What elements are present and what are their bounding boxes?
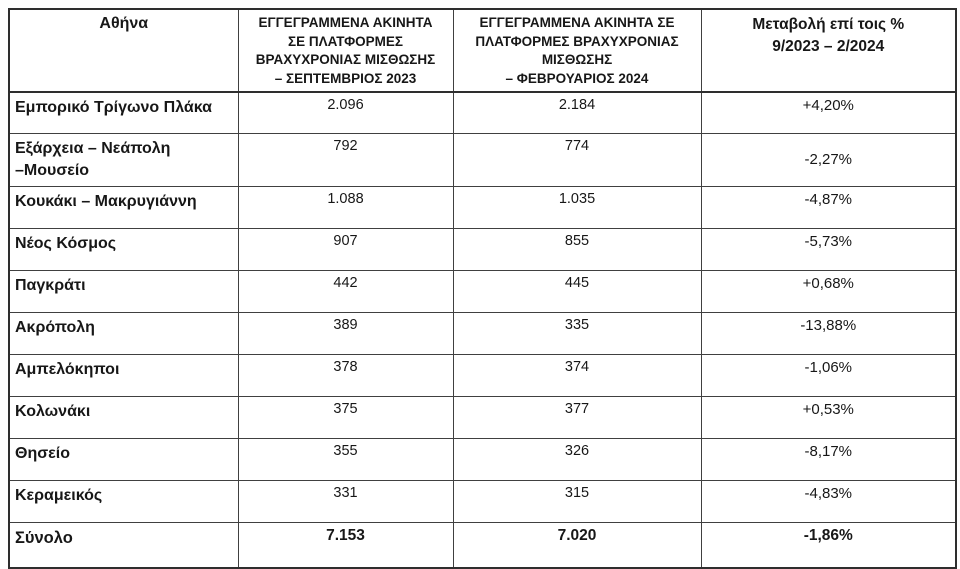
change-cell: -8,17% [700,438,957,481]
table-total-row: Σύνολο 7.153 7.020 -1,86% [8,522,957,568]
area-cell: Κεραμεικός [8,480,239,523]
change-cell: -4,83% [700,480,957,523]
table-row: Κολωνάκι 375 377 +0,53% [8,396,957,439]
feb2024-cell: 315 [452,480,702,523]
area-cell: Νέος Κόσμος [8,228,239,271]
sep2023-cell: 378 [237,354,454,397]
sep2023-cell: 331 [237,480,454,523]
feb2024-cell: 855 [452,228,702,271]
feb2024-cell: 377 [452,396,702,439]
area-cell: Κολωνάκι [8,396,239,439]
change-cell: -13,88% [700,312,957,355]
column-header-feb2024: ΕΓΓΕΓΡΑΜΜΕΝΑ ΑΚΙΝΗΤΑ ΣΕ ΠΛΑΤΦΟΡΜΕΣ ΒΡΑΧΥ… [452,8,702,93]
change-cell: -4,87% [700,186,957,229]
table-row: Παγκράτι 442 445 +0,68% [8,270,957,313]
change-cell: +4,20% [700,91,957,134]
area-cell: Κουκάκι – Μακρυγιάννη [8,186,239,229]
table-row: Αμπελόκηποι 378 374 -1,06% [8,354,957,397]
area-cell: Εμπορικό Τρίγωνο Πλάκα [8,91,239,134]
sep2023-cell: 1.088 [237,186,454,229]
sep2023-cell: 907 [237,228,454,271]
feb2024-cell: 774 [452,133,702,187]
table-row: Θησείο 355 326 -8,17% [8,438,957,481]
table-row: Κεραμεικός 331 315 -4,83% [8,480,957,523]
change-cell: -5,73% [700,228,957,271]
sep2023-cell: 389 [237,312,454,355]
change-cell: +0,53% [700,396,957,439]
feb2024-cell: 445 [452,270,702,313]
total-change-cell: -1,86% [700,522,957,568]
change-cell: -1,06% [700,354,957,397]
feb2024-cell: 2.184 [452,91,702,134]
sep2023-cell: 355 [237,438,454,481]
total-feb2024-cell: 7.020 [452,522,702,568]
area-cell: Παγκράτι [8,270,239,313]
area-cell: Θησείο [8,438,239,481]
column-header-sep2023: ΕΓΓΕΓΡΑΜΜΕΝΑ ΑΚΙΝΗΤΑ ΣΕ ΠΛΑΤΦΟΡΜΕΣ ΒΡΑΧΥ… [237,8,454,93]
total-label-cell: Σύνολο [8,522,239,568]
sep2023-cell: 442 [237,270,454,313]
feb2024-cell: 374 [452,354,702,397]
feb2024-cell: 1.035 [452,186,702,229]
short-term-rental-listings-table: Αθήνα ΕΓΓΕΓΡΑΜΜΕΝΑ ΑΚΙΝΗΤΑ ΣΕ ΠΛΑΤΦΟΡΜΕΣ… [8,8,957,569]
column-header-change-pct: Μεταβολή επί τοις % 9/2023 – 2/2024 [700,8,957,93]
table-row: Νέος Κόσμος 907 855 -5,73% [8,228,957,271]
area-cell: Αμπελόκηποι [8,354,239,397]
sep2023-cell: 2.096 [237,91,454,134]
table-row: Εμπορικό Τρίγωνο Πλάκα 2.096 2.184 +4,20… [8,91,957,134]
table-header-row: Αθήνα ΕΓΓΕΓΡΑΜΜΕΝΑ ΑΚΙΝΗΤΑ ΣΕ ΠΛΑΤΦΟΡΜΕΣ… [8,8,957,93]
feb2024-cell: 326 [452,438,702,481]
table-row: Ακρόπολη 389 335 -13,88% [8,312,957,355]
area-cell: Ακρόπολη [8,312,239,355]
feb2024-cell: 335 [452,312,702,355]
total-sep2023-cell: 7.153 [237,522,454,568]
table-row: Κουκάκι – Μακρυγιάννη 1.088 1.035 -4,87% [8,186,957,229]
column-header-area: Αθήνα [8,8,239,93]
sep2023-cell: 375 [237,396,454,439]
change-cell: -2,27% [700,133,957,187]
table-row: Εξάρχεια – Νεάπολη –Μουσείο 792 774 -2,2… [8,133,957,187]
area-cell: Εξάρχεια – Νεάπολη –Μουσείο [8,133,239,187]
change-cell: +0,68% [700,270,957,313]
sep2023-cell: 792 [237,133,454,187]
